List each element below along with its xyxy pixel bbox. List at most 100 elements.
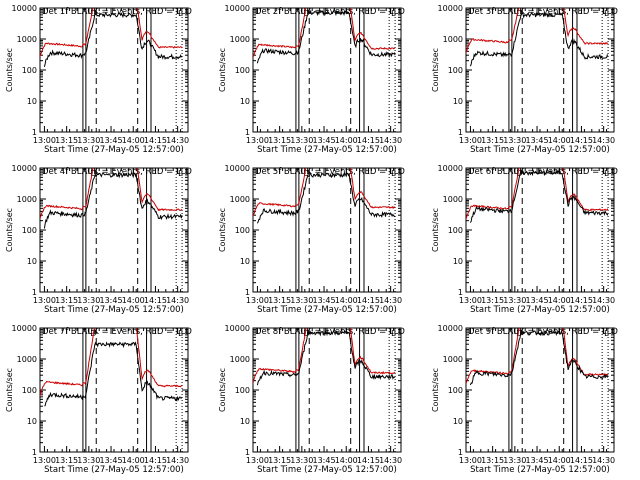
x-tick-label: 13:45 [313, 456, 336, 465]
marker-d-label: D [90, 169, 96, 178]
marker-l-label: L [178, 9, 183, 18]
y-tick-label: 100 [235, 66, 250, 75]
marker-l-label: L [604, 9, 609, 18]
x-tick-label: 14:30 [592, 136, 615, 145]
curves [40, 168, 183, 229]
panel-title: Det 3f BLACK = Events, RED = LLD [468, 7, 618, 17]
curves [40, 8, 183, 68]
marker-d-label: D [303, 329, 309, 338]
x-tick-label: 13:00 [33, 296, 56, 305]
y-tick-label: 10000 [225, 324, 250, 333]
plot-frame [39, 7, 189, 133]
y-tick-label: 10 [453, 417, 463, 426]
x-tick-label: 13:45 [313, 136, 336, 145]
x-tick-label: 14:15 [570, 296, 593, 305]
x-tick-label: 14:00 [548, 296, 571, 305]
x-tick-label: 13:30 [77, 296, 100, 305]
x-tick-label: 13:15 [268, 456, 291, 465]
lld-series-line [40, 8, 183, 58]
x-axis-label: Start Time (27-May-05 12:57:00) [257, 305, 397, 315]
events-series-line [256, 330, 396, 386]
y-tick-label: 1 [245, 288, 250, 297]
y-tick-label: 10000 [225, 164, 250, 173]
panel-title: Det 5f BLACK = Events, RED = LLD [255, 167, 405, 177]
y-tick-label: 10 [27, 97, 37, 106]
y-axis-label: Counts/sec [218, 48, 227, 92]
panel-title: Det 1f BLACK = Events, RED = LLD [42, 7, 192, 17]
y-axis-label: Counts/sec [218, 368, 227, 412]
x-tick-label: 13:45 [526, 456, 549, 465]
x-tick-label: 13:00 [459, 296, 482, 305]
x-tick-label: 13:00 [459, 136, 482, 145]
y-tick-label: 10 [453, 97, 463, 106]
y-tick-label: 1000 [443, 35, 463, 44]
y-tick-label: 1000 [17, 195, 37, 204]
x-tick-label: 14:30 [166, 456, 189, 465]
panel-8: Det 8f BLACK = Events, RED = LLD11010010… [218, 324, 405, 475]
y-tick-label: 1000 [443, 195, 463, 204]
x-tick-label: 14:30 [592, 296, 615, 305]
x-tick-label: 13:30 [503, 136, 526, 145]
curves [253, 8, 396, 64]
events-series-line [256, 171, 396, 224]
x-axis-label: Start Time (27-May-05 12:57:00) [257, 465, 397, 475]
y-tick-label: 1000 [17, 355, 37, 364]
marker-d-label: D [516, 9, 522, 18]
y-tick-label: 10000 [225, 4, 250, 13]
panel-title: Det 7f BLACK = Events, RED = LLD [42, 327, 192, 337]
x-tick-label: 14:00 [548, 136, 571, 145]
plot-frame [252, 327, 402, 453]
x-tick-label: 14:00 [122, 296, 145, 305]
marker-l-label: L [391, 169, 396, 178]
x-tick-label: 13:00 [33, 136, 56, 145]
y-tick-label: 10000 [12, 164, 37, 173]
y-axis-label: Counts/sec [431, 208, 440, 252]
y-tick-label: 1 [458, 128, 463, 137]
y-axis-label: Counts/sec [5, 368, 14, 412]
y-tick-label: 100 [22, 226, 37, 235]
marker-l-label: L [391, 9, 396, 18]
x-tick-label: 14:00 [122, 456, 145, 465]
curves [466, 328, 609, 386]
x-tick-label: 14:00 [335, 296, 358, 305]
x-tick-label: 14:15 [570, 136, 593, 145]
marker-l-label: L [178, 169, 183, 178]
y-tick-label: 1 [245, 448, 250, 457]
x-tick-label: 13:30 [503, 456, 526, 465]
x-tick-label: 13:15 [55, 296, 78, 305]
x-tick-label: 14:30 [379, 456, 402, 465]
x-tick-label: 13:15 [268, 136, 291, 145]
panel-4: Det 4f BLACK = Events, RED = LLD11010010… [5, 164, 192, 315]
events-series-line [256, 9, 396, 64]
y-tick-label: 1000 [17, 35, 37, 44]
y-tick-label: 10 [27, 417, 37, 426]
x-tick-label: 13:15 [55, 456, 78, 465]
x-tick-label: 13:45 [526, 136, 549, 145]
lld-series-line [466, 8, 609, 54]
panel-title: Det 4f BLACK = Events, RED = LLD [42, 167, 192, 177]
y-tick-label: 1 [32, 448, 37, 457]
y-tick-label: 10000 [438, 324, 463, 333]
lld-series-line [253, 168, 396, 217]
marker-d-label: D [90, 9, 96, 18]
lld-series-line [253, 328, 396, 384]
y-tick-label: 10000 [438, 4, 463, 13]
x-tick-label: 14:15 [144, 456, 167, 465]
y-tick-label: 10 [240, 417, 250, 426]
x-tick-label: 13:00 [459, 456, 482, 465]
x-axis-label: Start Time (27-May-05 12:57:00) [44, 465, 184, 475]
y-tick-label: 1000 [230, 195, 250, 204]
marker-l-label: L [178, 329, 183, 338]
y-tick-label: 10000 [12, 324, 37, 333]
y-tick-label: 10 [453, 257, 463, 266]
events-series-line [469, 169, 609, 223]
x-tick-label: 13:30 [290, 456, 313, 465]
x-tick-label: 13:00 [246, 456, 269, 465]
lld-series-line [40, 328, 183, 397]
x-tick-label: 14:00 [335, 456, 358, 465]
x-tick-label: 13:45 [313, 296, 336, 305]
marker-l-label: L [604, 169, 609, 178]
plot-frame [465, 7, 615, 133]
x-tick-label: 13:45 [526, 296, 549, 305]
